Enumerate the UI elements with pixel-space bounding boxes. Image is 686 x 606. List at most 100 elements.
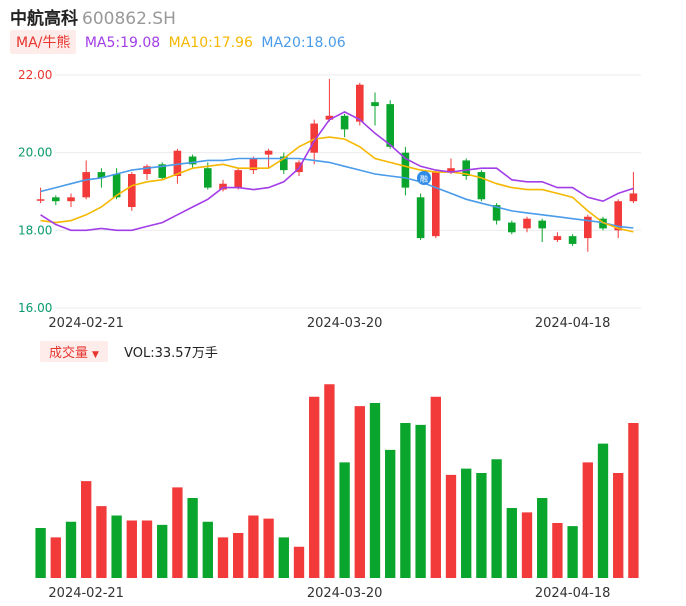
candle-body bbox=[599, 218, 607, 229]
volume-bar bbox=[65, 521, 77, 578]
volume-bar bbox=[582, 462, 593, 578]
ma5-label: MA5:19.08 bbox=[84, 35, 161, 51]
candle bbox=[52, 195, 60, 206]
volume-toggle-button[interactable]: 成交量 ▼ bbox=[40, 341, 108, 362]
volume-bar bbox=[521, 512, 533, 578]
candle-body bbox=[52, 197, 60, 202]
candle bbox=[158, 162, 166, 180]
volume-bar bbox=[81, 481, 92, 578]
candle bbox=[234, 168, 242, 190]
ma-legend: MA/牛熊 MA5:19.08 MA10:17.96 MA20:18.06 bbox=[10, 30, 346, 54]
y-tick-label: 22.00 bbox=[18, 68, 52, 82]
candle bbox=[614, 199, 622, 239]
candle-body bbox=[143, 166, 151, 175]
volume-bar bbox=[35, 528, 46, 578]
x-tick-label: 2024-04-18 bbox=[535, 316, 611, 331]
volume-bar bbox=[476, 473, 487, 578]
volume-bar bbox=[415, 424, 426, 578]
candle-body bbox=[432, 172, 440, 237]
volume-x-axis: 2024-02-21 2024-03-20 2024-04-18 bbox=[48, 586, 610, 601]
candle bbox=[462, 158, 470, 180]
volume-value: VOL:33.57万手 bbox=[124, 346, 218, 361]
candle-body bbox=[128, 174, 136, 208]
candle-body bbox=[249, 158, 258, 171]
y-tick-label: 18.00 bbox=[18, 223, 52, 237]
ma10-line bbox=[40, 136, 634, 233]
candle-body bbox=[340, 115, 349, 130]
candle-body bbox=[36, 199, 45, 201]
volume-bar bbox=[111, 515, 122, 578]
volume-bar bbox=[141, 520, 153, 578]
margin-badge-icon bbox=[417, 171, 431, 185]
candle-body bbox=[158, 164, 166, 178]
candle-body bbox=[204, 168, 212, 188]
ma20-line bbox=[40, 157, 634, 229]
volume-bar bbox=[445, 474, 457, 578]
candle-body bbox=[553, 236, 562, 241]
ma-toggle-button[interactable]: MA/牛熊 bbox=[10, 30, 77, 54]
candle bbox=[219, 179, 227, 192]
candle bbox=[280, 152, 288, 175]
volume-bar bbox=[385, 449, 396, 578]
volume-bar bbox=[293, 546, 305, 578]
volume-toggle-label: 成交量 bbox=[49, 346, 89, 361]
moving-average-lines bbox=[40, 111, 634, 233]
candle-body bbox=[97, 172, 106, 178]
volume-bar bbox=[172, 487, 183, 578]
volume-bar bbox=[202, 521, 213, 578]
x-tick-label: 2024-02-21 bbox=[48, 316, 124, 331]
volume-bar bbox=[491, 459, 502, 578]
candle-body bbox=[523, 218, 531, 229]
candle-body bbox=[538, 220, 546, 229]
candle-body bbox=[584, 216, 592, 239]
candle-body bbox=[492, 205, 501, 221]
candle bbox=[67, 193, 75, 208]
candle-body bbox=[568, 236, 577, 244]
candle bbox=[523, 216, 531, 233]
candle-body bbox=[614, 201, 622, 231]
candle-body bbox=[371, 102, 379, 107]
volume-bar bbox=[96, 506, 107, 578]
candle bbox=[553, 232, 562, 242]
margin-badge-label: 融 bbox=[420, 174, 428, 184]
candle bbox=[249, 156, 258, 175]
caret-down-icon: ▼ bbox=[92, 350, 99, 360]
volume-bar bbox=[248, 515, 259, 578]
candle-body bbox=[188, 156, 197, 165]
volume-bar-series bbox=[35, 384, 639, 578]
candlestick-series bbox=[36, 78, 638, 252]
candle-body bbox=[508, 222, 516, 233]
candle-body bbox=[416, 197, 425, 239]
y-tick-label: 20.00 bbox=[18, 146, 52, 160]
candle-body bbox=[386, 104, 394, 147]
ma20-label: MA20:18.06 bbox=[261, 35, 346, 51]
stock-name: 中航高科 bbox=[10, 9, 78, 29]
volume-bar bbox=[567, 526, 578, 578]
candle bbox=[128, 172, 136, 211]
candle bbox=[340, 113, 349, 138]
candle-body bbox=[462, 160, 470, 176]
y-tick-label: 16.00 bbox=[18, 301, 52, 315]
candle-body bbox=[280, 156, 288, 171]
candle-body bbox=[82, 172, 90, 198]
ma5-line bbox=[40, 111, 634, 232]
stock-code: 600862.SH bbox=[82, 9, 176, 29]
volume-bar bbox=[552, 523, 563, 578]
candle bbox=[568, 234, 577, 246]
volume-bar bbox=[157, 524, 168, 578]
volume-bar bbox=[537, 498, 548, 578]
candle-body bbox=[477, 172, 486, 200]
candle-body bbox=[264, 150, 273, 155]
x-tick-label: 2024-03-20 bbox=[307, 316, 383, 331]
candle bbox=[629, 172, 638, 204]
margin-badge: 融 bbox=[417, 171, 431, 185]
candle bbox=[386, 100, 394, 149]
volume-bar bbox=[339, 462, 350, 578]
volume-bar bbox=[597, 443, 609, 578]
candle-body bbox=[67, 197, 75, 202]
volume-bar bbox=[430, 396, 441, 578]
volume-bar bbox=[187, 498, 198, 578]
candle bbox=[143, 164, 151, 180]
candle-body bbox=[234, 170, 242, 188]
